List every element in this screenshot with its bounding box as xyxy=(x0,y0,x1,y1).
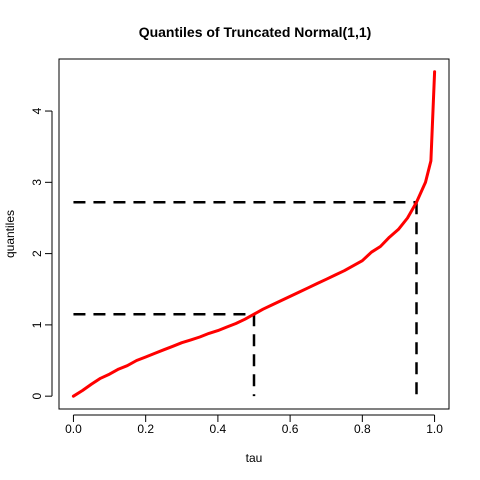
y-axis-label: quantiles xyxy=(3,210,17,258)
x-tick-label: 0.6 xyxy=(282,422,299,436)
x-tick-label: 0.8 xyxy=(354,422,371,436)
y-tick-label: 4 xyxy=(30,107,44,114)
x-axis-label: tau xyxy=(246,451,263,465)
chart-title: Quantiles of Truncated Normal(1,1) xyxy=(139,24,372,40)
y-tick-label: 3 xyxy=(30,179,44,186)
y-tick-label: 2 xyxy=(30,250,44,257)
x-tick-label: 1.0 xyxy=(426,422,443,436)
y-axis: 0 1 2 3 4 xyxy=(30,107,53,400)
x-tick-label: 0.2 xyxy=(137,422,154,436)
series-group xyxy=(71,70,437,398)
y-tick-label: 1 xyxy=(30,321,44,328)
y-tick-label: 0 xyxy=(30,393,44,400)
quantile-series-line xyxy=(71,70,437,398)
x-axis: 0.0 0.2 0.4 0.6 0.8 1.0 xyxy=(65,414,443,436)
x-tick-label: 0.4 xyxy=(210,422,227,436)
guide-lines xyxy=(73,201,418,397)
plot-frame xyxy=(58,58,450,410)
x-tick-label: 0.0 xyxy=(65,422,82,436)
